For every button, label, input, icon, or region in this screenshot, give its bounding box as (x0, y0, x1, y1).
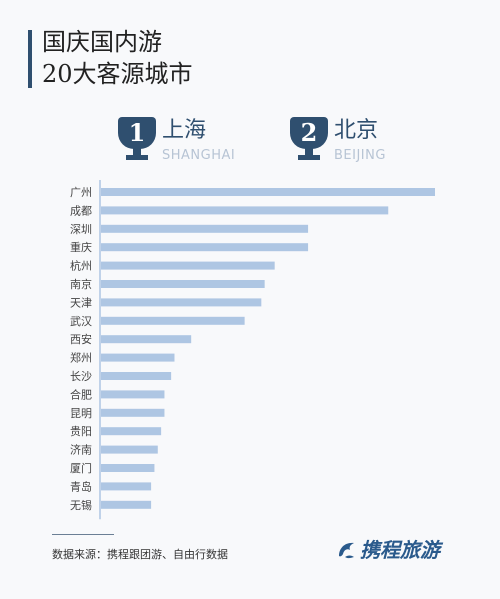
dolphin-logo-icon (339, 542, 354, 559)
trophy-icon: 1 (118, 117, 156, 163)
bar-长沙 (101, 372, 172, 380)
page-title: 国庆国内游 20大客源城市 (42, 26, 193, 90)
bar-重庆 (101, 243, 309, 252)
category-label: 杭州 (70, 259, 92, 273)
title-line-1: 国庆国内游 (42, 28, 162, 56)
bar-广州 (101, 188, 435, 196)
bar-厦门 (101, 464, 155, 472)
rank-1-number: 1 (128, 118, 146, 147)
bar-贵阳 (101, 427, 162, 436)
bar-深圳 (101, 224, 309, 233)
logo-text: 携程旅游 (360, 538, 440, 562)
rank-2-number: 2 (300, 118, 318, 147)
bar-昆明 (101, 408, 165, 417)
title-line-2: 20大客源城市 (42, 60, 193, 88)
bar-无锡 (101, 500, 152, 509)
category-label: 厦门 (70, 461, 92, 475)
category-label: 西安 (70, 332, 92, 346)
category-label: 青岛 (70, 479, 92, 493)
category-label: 南京 (70, 277, 92, 291)
bar-西安 (101, 335, 192, 344)
category-label: 郑州 (70, 351, 92, 365)
bar-天津 (101, 298, 262, 307)
category-label: 长沙 (70, 370, 92, 383)
category-label: 深圳 (70, 223, 92, 236)
category-label: 合肥 (70, 387, 92, 401)
category-label: 广州 (70, 186, 92, 199)
bar-杭州 (101, 261, 275, 270)
category-label: 昆明 (70, 407, 92, 420)
rank-2-city-en: BEIJING (334, 148, 386, 163)
category-label: 成都 (70, 204, 92, 217)
bar-郑州 (101, 353, 175, 362)
rank-1-city-cn: 上海 (162, 118, 207, 143)
category-label: 无锡 (70, 498, 92, 512)
bar-武汉 (101, 316, 245, 325)
category-label: 武汉 (70, 315, 92, 328)
bar-南京 (101, 280, 265, 288)
category-label: 贵阳 (70, 425, 92, 438)
bar-chart: 广州成都深圳重庆杭州南京天津武汉西安郑州长沙合肥昆明贵阳济南厦门青岛无锡 (0, 180, 500, 520)
bar-成都 (101, 206, 389, 215)
bar-青岛 (101, 482, 152, 491)
rank-1-city-en: SHANGHAI (162, 148, 236, 163)
rank-2-city-cn: 北京 (334, 118, 379, 143)
trophy-icon: 2 (290, 117, 328, 163)
bar-济南 (101, 445, 158, 454)
title-accent-bar (28, 30, 32, 88)
category-label: 济南 (70, 443, 92, 457)
category-label: 重庆 (70, 240, 92, 254)
category-label: 天津 (70, 296, 92, 309)
footer-divider (52, 534, 114, 535)
data-source-note: 数据来源：携程跟团游、自由行数据 (52, 548, 228, 561)
bar-合肥 (101, 390, 165, 399)
